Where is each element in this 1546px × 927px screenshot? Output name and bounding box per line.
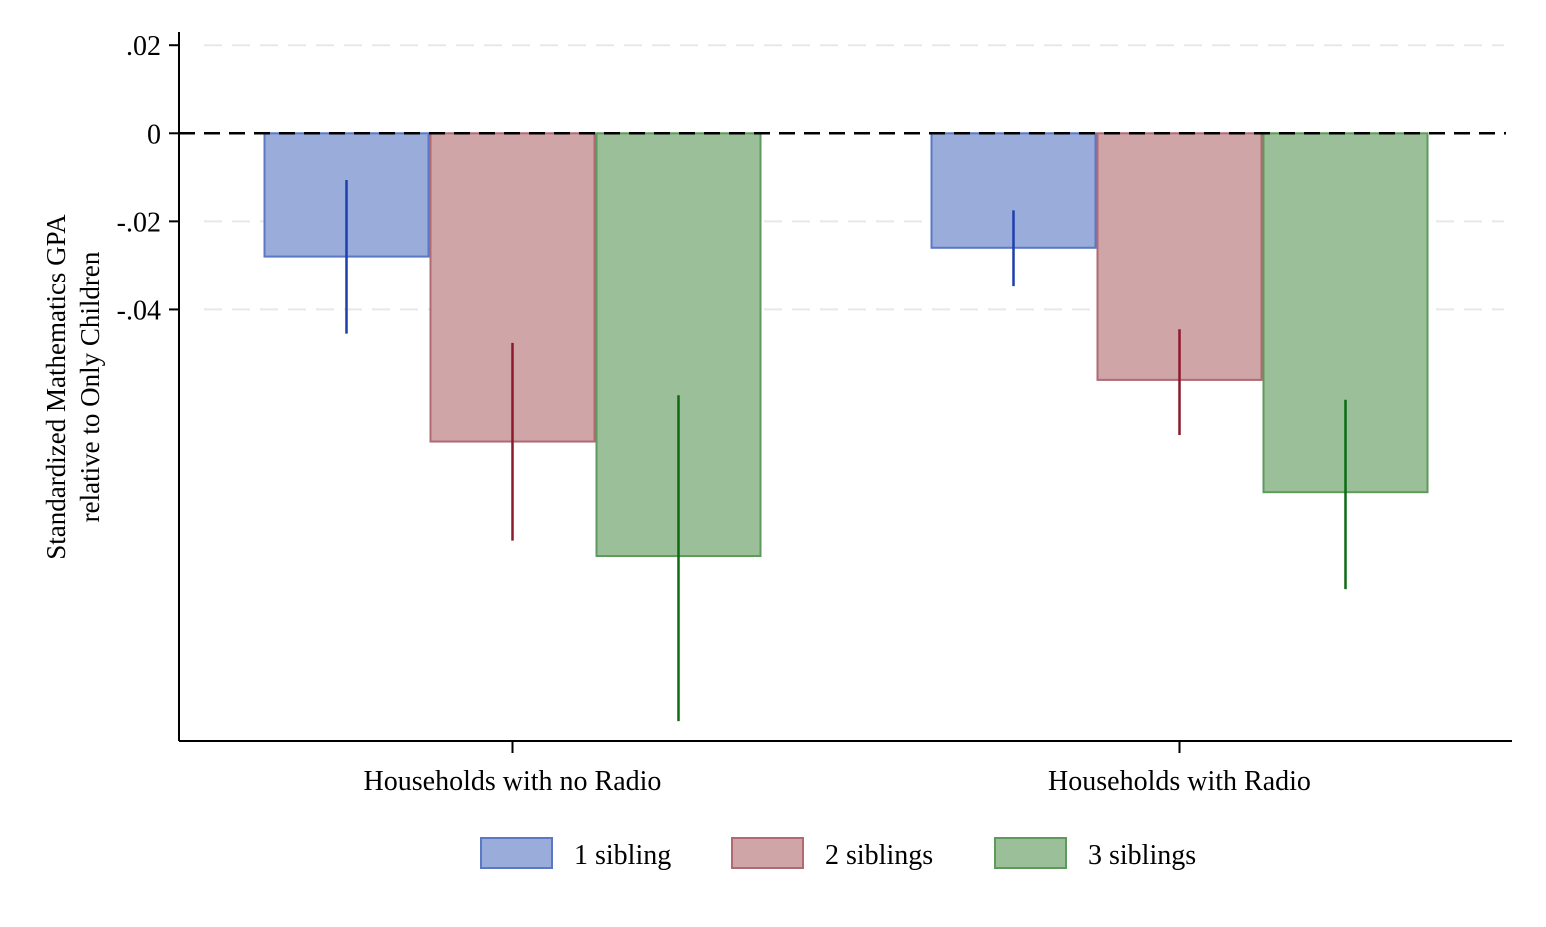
gridlines <box>204 44 1504 311</box>
legend-swatch <box>994 837 1067 869</box>
y-tick-label: -.04 <box>117 295 161 326</box>
y-axis-title-line-1: Standardized Mathematics GPA <box>41 214 71 560</box>
x-tick-label: Households with no Radio <box>364 766 662 797</box>
legend-swatch <box>480 837 553 869</box>
legend-label: 2 siblings <box>825 840 933 871</box>
y-axis-title-line-2: relative to Only Children <box>75 251 105 522</box>
y-ticks: .02 0 -.02 -.04 <box>117 31 179 326</box>
legend-label: 3 siblings <box>1088 840 1196 871</box>
bars <box>263 132 1429 558</box>
y-tick-label: .02 <box>126 31 161 62</box>
x-tick-label: Households with Radio <box>1048 766 1311 797</box>
y-tick-label: 0 <box>147 119 161 150</box>
y-tick-label: -.02 <box>117 207 161 238</box>
axes <box>178 32 1512 742</box>
legend-label: 1 sibling <box>574 840 671 871</box>
legend-swatch <box>731 837 804 869</box>
x-ticks: Households with no Radio Households with … <box>364 741 1311 797</box>
error-bars <box>345 179 1347 722</box>
legend: 1 sibling 2 siblings 3 siblings <box>480 837 1196 871</box>
